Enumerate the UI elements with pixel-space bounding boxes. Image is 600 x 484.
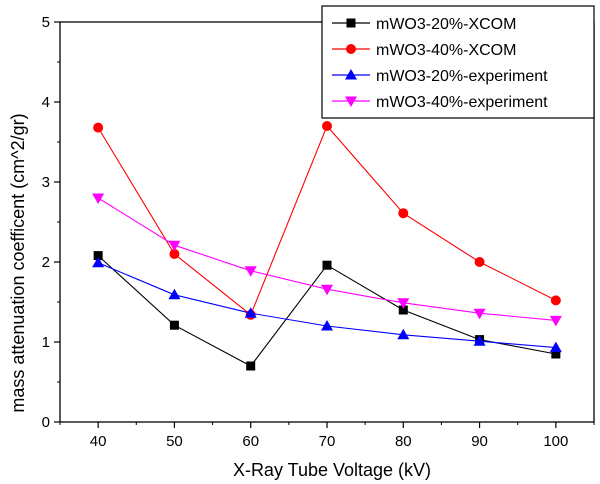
data-point (474, 257, 485, 267)
x-tick-label: 60 (242, 433, 259, 450)
data-point (473, 308, 486, 320)
legend-marker (346, 44, 356, 54)
x-tick-label: 90 (471, 433, 488, 450)
y-tick-label: 4 (42, 94, 50, 111)
data-point (397, 328, 410, 340)
x-tick-label: 70 (319, 433, 336, 450)
data-point (92, 193, 105, 204)
legend-box (321, 5, 595, 119)
y-tick-label: 1 (42, 334, 50, 351)
x-tick-label: 50 (166, 433, 183, 450)
legend-item: mWO3-20%-experiment (332, 68, 548, 85)
x-tick-label: 100 (543, 433, 568, 450)
data-point (322, 121, 332, 131)
legend-label: mWO3-40%-experiment (376, 94, 548, 111)
data-point (93, 122, 104, 133)
data-point (322, 260, 332, 270)
data-point (169, 249, 180, 259)
data-point (92, 256, 105, 268)
data-point (398, 208, 409, 219)
series-group (92, 193, 562, 327)
axes-layer: 40 50 60 70 80 90 100 0 1 2 3 4 5 (42, 14, 595, 450)
series-layer (92, 121, 562, 371)
series-group (92, 256, 562, 353)
series-group (93, 251, 561, 371)
data-point (551, 349, 561, 359)
data-point (246, 361, 256, 371)
series-line (97, 262, 556, 349)
series-line (97, 197, 556, 321)
data-point (398, 305, 408, 315)
data-point (244, 307, 257, 318)
y-tick-label: 3 (42, 174, 50, 191)
data-point (321, 320, 333, 331)
data-point (473, 335, 486, 346)
legend-marker (346, 18, 356, 28)
series-group (93, 121, 561, 320)
data-point (397, 298, 410, 309)
data-point (244, 266, 257, 277)
data-point (549, 341, 562, 353)
series-line (97, 255, 556, 367)
data-point (93, 251, 103, 261)
legend: mWO3-20%-XCOM mWO3-40%-XCOM mWO3-20%-exper… (321, 5, 595, 119)
y-tick-label: 2 (42, 254, 50, 271)
x-tick-label: 40 (90, 433, 107, 450)
legend-label: mWO3-40%-XCOM (376, 42, 516, 59)
x-tick-label: 80 (395, 433, 412, 450)
legend-marker (345, 96, 357, 107)
data-point (550, 295, 561, 306)
legend-item: mWO3-20%-XCOM (332, 16, 516, 33)
legend-item: mWO3-40%-experiment (332, 94, 548, 111)
data-point (169, 320, 179, 330)
data-point (321, 284, 333, 296)
legend-label: mWO3-20%-experiment (376, 68, 548, 85)
y-axis-title: mass attenuation coefficent (cm^2/gr) (8, 113, 28, 412)
legend-marker (345, 69, 357, 80)
data-point (168, 240, 181, 252)
data-point (549, 315, 562, 327)
data-point (168, 288, 181, 300)
x-axis-title: X-Ray Tube Voltage (kV) (233, 460, 431, 480)
y-tick-label: 0 (42, 414, 50, 431)
y-tick-label: 5 (42, 14, 50, 31)
legend-label: mWO3-20%-XCOM (376, 16, 516, 33)
legend-item: mWO3-40%-XCOM (332, 42, 516, 59)
